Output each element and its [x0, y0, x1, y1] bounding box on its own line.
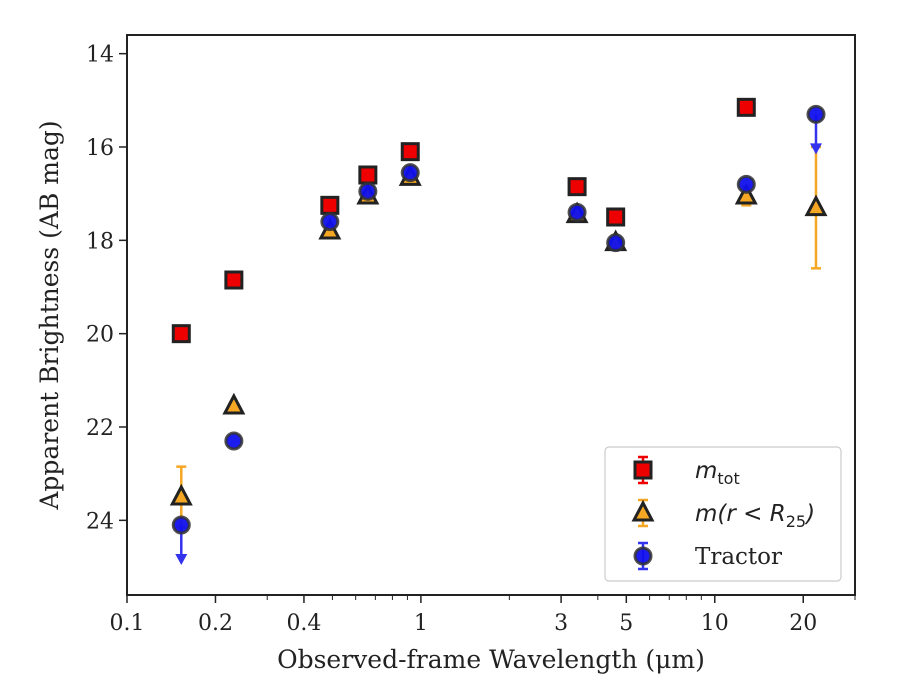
red-square-marker — [358, 165, 378, 185]
legend-box — [604, 446, 842, 582]
y-tick-label: 14 — [86, 43, 114, 68]
y-axis-ticks: 14 16 18 20 22 24 — [86, 43, 127, 534]
plot-frame — [126, 34, 856, 596]
legend-triangle-marker — [631, 499, 655, 522]
legend-label: m(r < R25) — [695, 501, 815, 531]
orange-triangle-marker — [804, 194, 828, 217]
blue-circle-marker — [400, 163, 420, 183]
legend-label: Tractor — [695, 544, 782, 570]
x-tick-label: 0.2 — [198, 611, 233, 636]
upper-limit-arrow-head — [809, 143, 822, 155]
orange-triangle-marker — [222, 392, 246, 415]
y-tick-label: 18 — [86, 229, 114, 254]
orange-triangle-marker — [734, 182, 758, 205]
y-tick-label: 24 — [86, 509, 114, 534]
x-tick-label: 1 — [414, 611, 428, 636]
x-axis-ticks: 0.1 0.2 0.4 1 3 5 10 20 — [110, 595, 856, 636]
y-tick-label: 20 — [86, 323, 114, 348]
red-square-marker — [736, 97, 756, 117]
blue-circle-marker — [320, 212, 340, 232]
red-square-marker — [400, 142, 420, 162]
upper-limit-arrow-head — [175, 554, 188, 565]
data-marks — [169, 97, 828, 565]
blue-circle-marker — [224, 431, 244, 451]
x-tick-label: 10 — [701, 611, 729, 636]
blue-circle-marker — [806, 104, 826, 124]
blue-circle-marker — [606, 233, 626, 253]
y-tick-label: 22 — [86, 416, 114, 441]
x-tick-label: 3 — [554, 611, 568, 636]
legend-circle-marker — [633, 546, 653, 566]
x-tick-label: 0.4 — [286, 611, 321, 636]
red-square-marker — [224, 270, 244, 290]
x-tick-label: 0.1 — [110, 611, 145, 636]
blue-circle-marker — [567, 202, 587, 222]
legend-square-marker — [633, 460, 653, 480]
blue-circle-marker — [358, 181, 378, 201]
red-square-marker — [606, 207, 626, 227]
y-tick-label: 16 — [86, 136, 114, 161]
y-axis-label: Apparent Brightness (AB mag) — [35, 120, 64, 510]
x-axis-label: Observed-frame Wavelength (μm) — [277, 645, 705, 674]
red-square-marker — [567, 177, 587, 197]
x-tick-label: 20 — [789, 611, 817, 636]
x-tick-label: 5 — [619, 611, 633, 636]
legend-label: mtot — [695, 458, 740, 488]
red-square-marker — [320, 195, 340, 215]
blue-circle-marker — [171, 515, 191, 535]
red-square-marker — [171, 324, 191, 344]
blue-circle-marker — [736, 174, 756, 194]
legend: mtot m(r < R25) Tractor — [604, 446, 842, 582]
orange-triangle-marker — [169, 483, 193, 506]
